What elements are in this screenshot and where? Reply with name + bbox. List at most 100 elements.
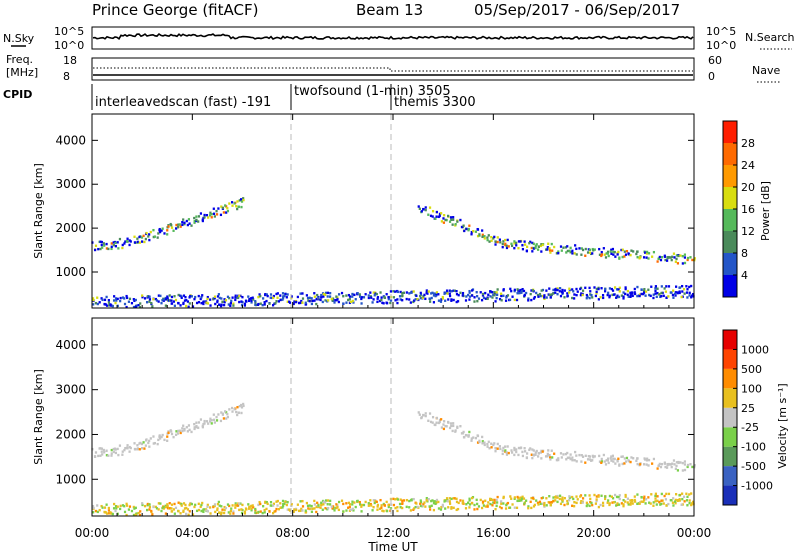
echo-cell [434, 423, 437, 427]
echo-cell [665, 504, 668, 507]
echo-cell [305, 501, 309, 505]
echo-cell [504, 445, 507, 448]
colorbar-swatch [723, 388, 737, 408]
echo-cell [643, 287, 646, 291]
echo-cell [220, 297, 223, 300]
echo-cell [133, 447, 137, 451]
echo-cell [566, 292, 569, 295]
echo-cell [580, 500, 583, 503]
echo-cell [313, 507, 316, 510]
echo-cell [410, 499, 413, 502]
echo-cell [626, 501, 629, 504]
echo-cell [437, 293, 440, 296]
echo-cell [675, 461, 678, 464]
echo-cell [690, 492, 693, 495]
echo-cell [496, 293, 499, 296]
echo-cell [264, 501, 267, 504]
echo-cell [587, 454, 590, 458]
echo-cell [433, 292, 436, 295]
echo-cell [491, 296, 494, 299]
echo-cell [575, 247, 578, 251]
echo-cell [616, 295, 619, 299]
echo-cell [456, 300, 460, 303]
echo-cell [238, 508, 241, 512]
x-axis: 00:00 04:00 08:00 12:00 16:00 20:00 00:00 [75, 114, 711, 540]
echo-cell [585, 501, 588, 505]
echo-cell [683, 256, 687, 259]
echo-cell [620, 502, 623, 505]
echo-cell [580, 253, 583, 256]
echo-cell [360, 302, 363, 305]
echo-cell [170, 503, 174, 506]
x-tick-label: 04:00 [175, 526, 210, 540]
echo-cell [364, 293, 367, 296]
echo-cell [335, 503, 338, 506]
echo-cell [665, 466, 669, 469]
echo-cell [605, 252, 608, 255]
echo-cell [455, 300, 458, 304]
echo-cell [416, 297, 419, 301]
echo-cell [430, 499, 433, 503]
echo-cell [132, 505, 135, 509]
echo-cell [148, 439, 151, 443]
echo-cell [151, 305, 154, 308]
echo-cell [581, 501, 584, 504]
echo-cell [299, 301, 302, 305]
echo-cell [241, 295, 244, 299]
echo-cell [206, 505, 209, 508]
echo-cell [500, 292, 503, 295]
echo-cell [269, 293, 273, 296]
echo-cell [575, 293, 578, 297]
echo-cell [513, 453, 516, 457]
echo-cell [681, 290, 684, 293]
echo-cell [132, 513, 136, 517]
echo-cell [369, 499, 372, 502]
echo-cell [361, 503, 364, 507]
echo-cell [304, 301, 307, 304]
echo-cell [332, 505, 335, 508]
echo-cell [652, 504, 655, 507]
echo-cell [123, 297, 126, 300]
echo-cell [448, 426, 452, 430]
echo-cell [130, 301, 134, 305]
echo-cell [515, 241, 518, 245]
echo-cell [92, 298, 95, 302]
echo-cell [242, 197, 245, 200]
echo-cell [626, 293, 629, 297]
echo-cell [518, 499, 521, 503]
echo-cell [539, 244, 542, 248]
echo-cell [230, 507, 233, 510]
echo-cell [229, 509, 232, 513]
echo-cell [243, 512, 247, 515]
echo-cell [299, 292, 302, 295]
echo-cell [620, 248, 623, 252]
echo-cell [543, 297, 546, 301]
echo-cell [462, 224, 465, 227]
echo-cell [625, 456, 629, 460]
echo-cell [613, 457, 616, 461]
echo-cell [681, 469, 684, 472]
echo-cell [563, 289, 566, 292]
echo-cell [646, 457, 649, 460]
echo-cell [293, 300, 296, 303]
echo-cell [655, 295, 658, 298]
echo-cell [608, 295, 611, 299]
echo-cell [530, 453, 533, 456]
echo-cell [644, 294, 647, 297]
echo-cell [606, 501, 609, 504]
echo-cell [206, 510, 210, 513]
echo-cell [558, 290, 561, 293]
echo-cell [435, 421, 438, 424]
echo-cell [468, 499, 471, 502]
echo-cell [569, 251, 572, 254]
echo-cell [626, 289, 629, 293]
echo-cell [586, 458, 590, 461]
echo-cell [129, 446, 132, 450]
echo-cell [105, 503, 108, 506]
echo-cell [360, 505, 363, 508]
echo-cell [308, 299, 311, 303]
echo-cell [304, 303, 308, 306]
echo-cell [184, 304, 188, 308]
echo-cell [272, 294, 276, 298]
echo-cell [479, 498, 482, 502]
